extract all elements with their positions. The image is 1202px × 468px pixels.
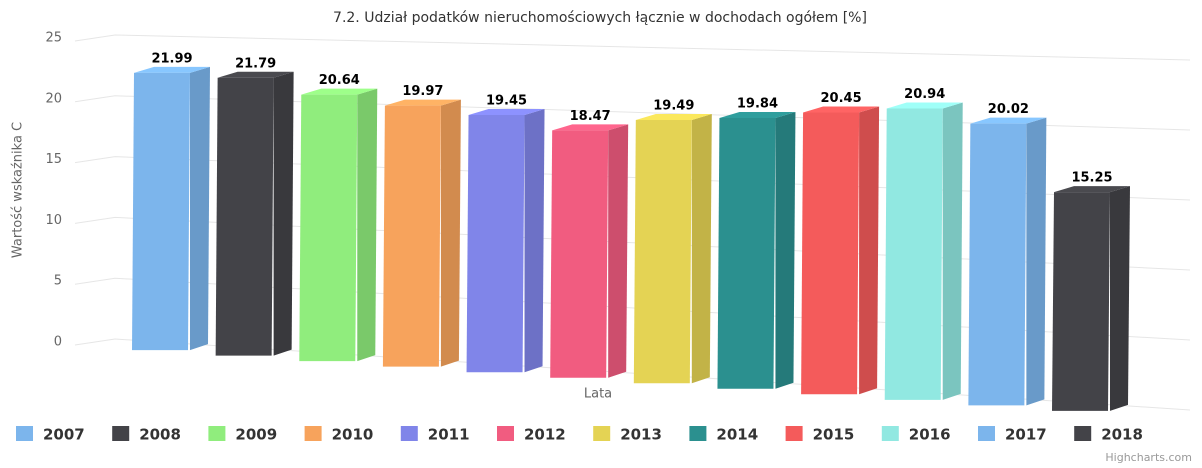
bar-side xyxy=(608,124,629,378)
legend-swatch xyxy=(497,426,514,441)
data-label: 15.25 xyxy=(1071,171,1112,186)
legend-swatch xyxy=(881,426,899,441)
legend-swatch xyxy=(112,426,130,441)
legend-label[interactable]: 2015 xyxy=(813,426,855,444)
legend-label[interactable]: 2014 xyxy=(716,426,758,444)
y-axis-title: Wartość wskaźnika C xyxy=(11,122,26,258)
data-label: 20.64 xyxy=(319,73,360,88)
grid-line xyxy=(74,34,1191,61)
legend-label[interactable]: 2010 xyxy=(332,426,374,444)
legend-swatch xyxy=(208,426,226,441)
bar-top xyxy=(384,99,461,106)
bar xyxy=(717,118,776,389)
bar xyxy=(466,114,525,373)
data-label: 20.94 xyxy=(904,87,945,102)
bar xyxy=(633,119,692,384)
bar-side xyxy=(691,113,712,384)
bar-top xyxy=(134,66,210,73)
data-label: 18.47 xyxy=(570,109,611,124)
y-tick-label: 15 xyxy=(45,152,62,167)
data-label: 19.97 xyxy=(402,84,443,99)
bar-side xyxy=(524,108,545,373)
data-label: 19.84 xyxy=(737,97,778,112)
data-label: 19.45 xyxy=(486,93,527,108)
bar xyxy=(215,77,274,356)
bar-side xyxy=(357,88,378,362)
y-tick-label: 5 xyxy=(54,274,62,289)
bar-top xyxy=(468,108,545,115)
legend-label[interactable]: 2009 xyxy=(235,426,277,444)
bar-top xyxy=(301,88,378,95)
legend-label[interactable]: 2012 xyxy=(524,426,566,444)
bar xyxy=(968,123,1027,406)
legend-label[interactable]: 2018 xyxy=(1101,426,1143,444)
legend-swatch xyxy=(16,426,33,441)
legend-swatch xyxy=(785,426,803,441)
bar-side xyxy=(775,112,796,389)
bar-side xyxy=(1026,117,1047,406)
bar xyxy=(550,130,609,378)
legend-label[interactable]: 2008 xyxy=(139,426,181,444)
data-label: 20.02 xyxy=(988,102,1029,117)
legend-label[interactable]: 2013 xyxy=(620,426,662,444)
y-tick-label: 0 xyxy=(54,335,62,350)
bar xyxy=(884,108,943,400)
legend-label[interactable]: 2017 xyxy=(1005,426,1047,444)
x-axis-title: Lata xyxy=(584,387,612,402)
bar-top xyxy=(886,102,963,109)
legend-label[interactable]: 2016 xyxy=(909,426,951,444)
legend-swatch xyxy=(400,426,418,441)
bar-top xyxy=(552,124,629,131)
bar-top xyxy=(635,113,712,120)
bar xyxy=(801,112,860,395)
bar-side xyxy=(1110,186,1130,411)
bar-side xyxy=(190,66,210,351)
legend-swatch xyxy=(689,426,707,441)
legend-swatch xyxy=(978,426,995,441)
bar-top xyxy=(803,106,880,113)
bar xyxy=(299,94,358,362)
legend-swatch xyxy=(304,426,322,441)
y-tick-label: 10 xyxy=(45,213,62,228)
bar-side xyxy=(859,106,880,395)
y-tick-label: 20 xyxy=(45,91,62,106)
chart-title: 7.2. Udział podatków nieruchomościowych … xyxy=(333,10,867,26)
credits: Highcharts.com xyxy=(1105,451,1192,464)
data-label: 19.49 xyxy=(653,98,694,113)
legend-label[interactable]: 2011 xyxy=(428,426,470,444)
data-label: 20.45 xyxy=(821,91,862,106)
legend-swatch xyxy=(593,426,611,441)
legend-label[interactable]: 2007 xyxy=(43,426,85,444)
data-label: 21.79 xyxy=(235,56,276,71)
bar xyxy=(1052,192,1110,411)
legend-swatch xyxy=(1074,426,1092,441)
bar xyxy=(132,72,190,351)
bar-top xyxy=(719,112,796,119)
bar-top xyxy=(217,71,294,78)
bar-side xyxy=(273,71,294,356)
bar-side xyxy=(942,102,963,400)
bar xyxy=(382,105,441,367)
bar-side xyxy=(440,99,461,367)
data-label: 21.99 xyxy=(151,51,192,66)
y-tick-label: 25 xyxy=(45,31,62,46)
bar-top xyxy=(970,117,1047,124)
bar-top xyxy=(1054,186,1130,193)
